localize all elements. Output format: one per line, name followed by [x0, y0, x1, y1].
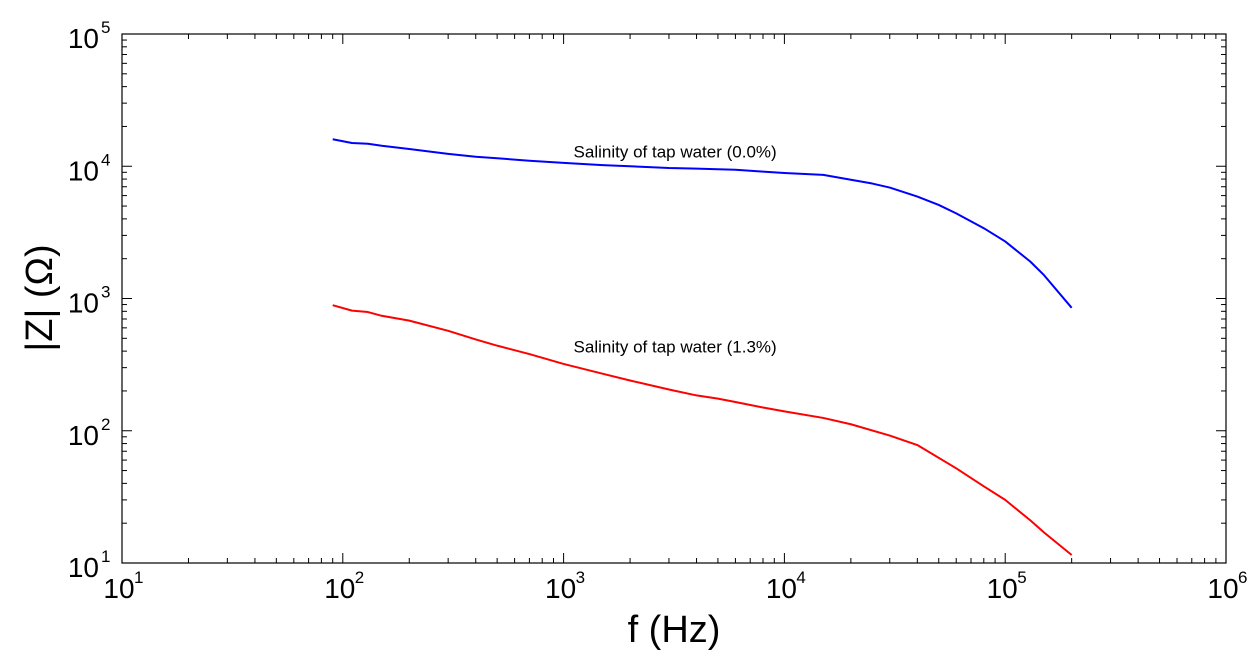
x-tick-exponent: 3	[576, 568, 585, 587]
y-tick-base: 10	[68, 23, 99, 54]
y-tick-exponent: 5	[101, 18, 110, 37]
x-tick-exponent: 5	[1017, 568, 1026, 587]
annotations: Salinity of tap water (0.0%) Salinity of …	[574, 143, 777, 357]
y-tick-base: 10	[68, 155, 99, 186]
x-tick-exponent: 4	[796, 568, 805, 587]
x-tick-exponent: 1	[134, 568, 143, 587]
x-tick-label: 10 4	[766, 568, 806, 604]
series-layer	[332, 138, 1073, 556]
y-tick-label: 10 5	[68, 18, 111, 54]
tick-labels: 10 1 10 2 10 3 10 4 10 5 10 610 110 210 310 410 5	[68, 18, 1248, 604]
y-tick-label: 10 4	[68, 150, 111, 186]
y-tick-label: 10 1	[68, 547, 111, 583]
axis-ticks	[121, 33, 1227, 564]
x-tick-label: 10 2	[324, 568, 364, 604]
series-line-2	[332, 304, 1073, 556]
y-tick-exponent: 4	[101, 150, 110, 169]
x-tick-base: 10	[1207, 573, 1238, 604]
x-tick-base: 10	[766, 573, 797, 604]
y-tick-base: 10	[68, 420, 99, 451]
y-tick-exponent: 1	[101, 547, 110, 566]
series-line-1	[332, 138, 1073, 309]
x-axis-label: f (Hz)	[628, 609, 721, 651]
x-tick-label: 10 6	[1207, 568, 1247, 604]
x-tick-label: 10 1	[103, 568, 143, 604]
x-tick-label: 10 5	[987, 568, 1027, 604]
x-tick-exponent: 2	[355, 568, 364, 587]
y-axis-label: |Z| (Ω)	[19, 244, 61, 351]
y-tick-exponent: 3	[101, 283, 110, 302]
y-tick-exponent: 2	[101, 415, 110, 434]
plot-frame	[121, 33, 1227, 564]
x-tick-base: 10	[545, 573, 576, 604]
x-tick-base: 10	[324, 573, 355, 604]
y-tick-label: 10 2	[68, 415, 111, 451]
y-tick-label: 10 3	[68, 283, 111, 319]
x-tick-base: 10	[987, 573, 1018, 604]
series-annotation-1: Salinity of tap water (0.0%)	[574, 143, 777, 162]
y-tick-base: 10	[68, 288, 99, 319]
y-tick-base: 10	[68, 552, 99, 583]
series-annotation-2: Salinity of tap water (1.3%)	[574, 338, 777, 357]
x-tick-label: 10 3	[545, 568, 585, 604]
x-tick-exponent: 6	[1238, 568, 1247, 587]
x-tick-base: 10	[103, 573, 134, 604]
